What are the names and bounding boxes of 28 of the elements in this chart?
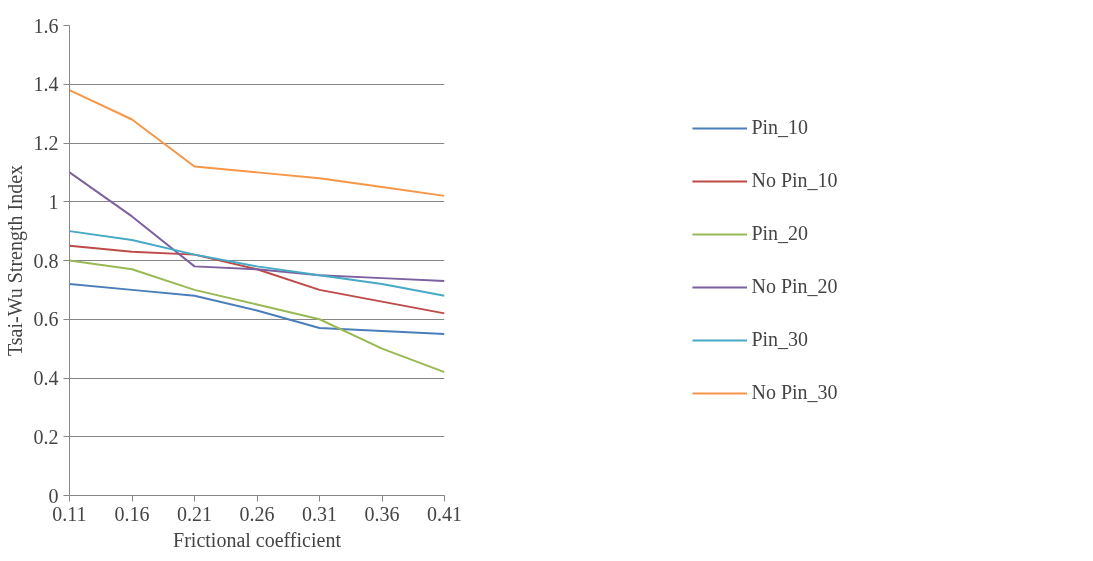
legend-label: Pin_20 [751, 222, 809, 245]
legend-label: No Pin_30 [751, 381, 838, 404]
x-tick-label: 0.21 [177, 502, 212, 525]
x-tick-label: 0.36 [364, 502, 400, 525]
legend-label: No Pin_10 [751, 169, 838, 192]
x-axis-title: Frictional coefficient [173, 528, 342, 551]
y-axis-title: Tsai-Wu Strength Index [3, 164, 27, 357]
y-tick-label: 0.6 [33, 308, 59, 331]
line-series [69, 259, 445, 374]
legend-label: Pin_10 [751, 116, 809, 139]
x-tick-label: 0.26 [239, 502, 275, 525]
legend-label: No Pin_20 [751, 275, 838, 298]
y-tick-label: 1.2 [33, 132, 59, 154]
line-series [69, 244, 445, 315]
y-tick-label: 0.4 [33, 367, 59, 389]
line-series [69, 171, 445, 283]
line-series [69, 283, 445, 335]
y-tick-label: 1.6 [33, 14, 59, 37]
y-tick-label: 1.4 [33, 73, 59, 96]
x-tick-label: 0.16 [114, 502, 150, 525]
y-tick-label: 0.8 [33, 249, 59, 272]
legend-label: Pin_30 [751, 328, 809, 351]
y-tick-label: 1 [48, 190, 59, 213]
line-series [69, 89, 445, 197]
x-tick-label: 0.31 [302, 502, 337, 525]
x-tick-label: 0.41 [427, 502, 462, 525]
line-series [69, 230, 445, 297]
y-tick-label: 0.2 [33, 425, 59, 448]
